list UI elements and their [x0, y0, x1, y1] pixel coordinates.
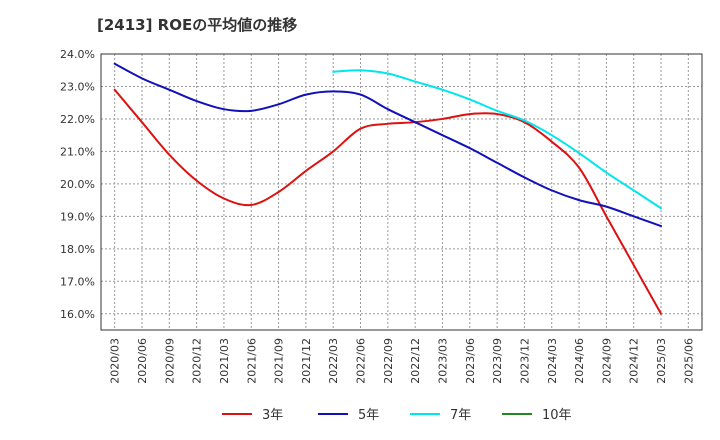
x-tick-label: 2023/09: [491, 338, 504, 384]
x-tick-label: 2023/12: [518, 338, 531, 384]
x-tick-label: 2022/06: [355, 338, 368, 384]
x-tick-label: 2021/03: [218, 338, 231, 384]
legend-label-3年: 3年: [262, 408, 283, 423]
plot-area: [101, 54, 702, 330]
x-tick-label: 2022/03: [327, 338, 340, 384]
legend-label-7年: 7年: [450, 408, 471, 423]
x-tick-label: 2020/03: [109, 338, 122, 384]
series-lines: [113, 62, 663, 315]
x-tick-label: 2023/03: [436, 338, 449, 384]
x-tick-label: 2022/12: [409, 338, 422, 384]
x-tick-label: 2025/06: [682, 338, 695, 384]
y-tick-label: 24.0%: [60, 48, 95, 61]
x-tick-label: 2021/09: [273, 338, 286, 384]
x-tick-label: 2024/06: [573, 338, 586, 384]
x-tick-label: 2021/12: [300, 338, 313, 384]
legend: 3年 5年 7年 10年: [222, 408, 572, 423]
series-line-3年: [113, 88, 663, 315]
x-tick-label: 2024/12: [628, 338, 641, 384]
plot-border: [100, 53, 703, 331]
x-tick-label: 2024/03: [546, 338, 559, 384]
y-tick-label: 18.0%: [60, 243, 95, 256]
y-tick-label: 23.0%: [60, 80, 95, 93]
x-tick-label: 2020/06: [136, 338, 149, 384]
x-tick-label: 2021/06: [245, 338, 258, 384]
y-tick-label: 16.0%: [60, 308, 95, 321]
x-tick-label: 2025/03: [655, 338, 668, 384]
x-tick-label: 2023/06: [464, 338, 477, 384]
y-tick-label: 20.0%: [60, 178, 95, 191]
y-tick-label: 19.0%: [60, 210, 95, 223]
y-tick-label: 22.0%: [60, 113, 95, 126]
legend-label-10年: 10年: [542, 408, 572, 423]
grid-lines: [101, 53, 702, 330]
x-tick-label: 2020/09: [163, 338, 176, 384]
y-tick-label: 21.0%: [60, 145, 95, 158]
series-line-7年: [332, 69, 663, 210]
x-tick-label: 2022/09: [382, 338, 395, 384]
x-tick-label: 2024/09: [600, 338, 613, 384]
legend-label-5年: 5年: [358, 408, 379, 423]
chart-title: [2413] ROEの平均値の推移: [97, 16, 298, 34]
y-tick-label: 17.0%: [60, 275, 95, 288]
series-line-5年: [113, 62, 663, 228]
axes: 16.0% 17.0% 18.0% 19.0% 20.0% 21.0% 22.0% 23.0%…: [60, 48, 703, 384]
x-tick-label: 2020/12: [191, 338, 204, 384]
